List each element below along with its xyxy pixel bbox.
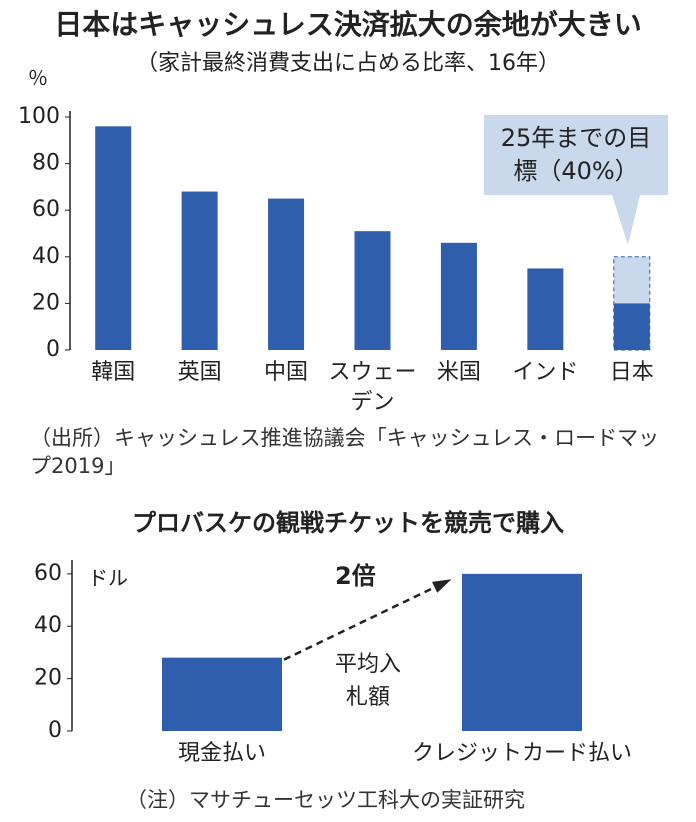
callout: [484, 115, 668, 245]
chart-title: プロバスケの観戦チケットを競売で購入: [132, 509, 564, 537]
chart-title: 日本はキャッシュレス決済拡大の余地が大きい: [54, 8, 642, 41]
y-tick-label: 40: [34, 613, 62, 638]
bar: [613, 303, 650, 350]
bar: [268, 198, 305, 350]
y-unit: ドル: [88, 566, 128, 590]
arrow-head: [432, 579, 452, 593]
x-tick-label: 韓国: [91, 360, 136, 385]
source: （出所）キャッシュレス推進協議会「キャッシュレス・ロードマップ2019」: [30, 426, 660, 478]
x-tick-label: 現金払い: [177, 741, 266, 766]
annotation: 平均入札額: [334, 652, 401, 710]
arrow: [283, 580, 447, 661]
bar: [354, 231, 391, 350]
y-tick-label: 100: [18, 104, 60, 129]
x-tick-label: 米国: [436, 360, 481, 385]
y-tick-label: 60: [34, 561, 62, 586]
bar: [95, 126, 132, 350]
y-tick-label: 60: [32, 197, 60, 222]
annotation: 25年までの目標（40%）: [500, 124, 652, 185]
multiplier: 2倍: [335, 562, 376, 590]
y-tick-label: 20: [32, 290, 60, 315]
note: （注）マサチューセッツ工科大の実証研究: [126, 788, 525, 812]
chart-subtitle: （家計最終消費支出に占める比率、16年）: [136, 51, 560, 76]
x-tick-label: インド: [512, 360, 579, 385]
y-tick-label: 0: [48, 718, 62, 743]
bar: [527, 268, 564, 350]
y-tick-label: 20: [34, 666, 62, 691]
x-tick-label: 日本: [609, 360, 654, 385]
bar: [462, 573, 582, 731]
bar: [440, 242, 477, 350]
y-tick-label: 0: [46, 337, 60, 362]
y-tick-label: 40: [32, 244, 60, 269]
bar: [181, 191, 218, 350]
x-tick-label: 英国: [177, 360, 222, 385]
bar: [162, 657, 282, 731]
y-unit: ％: [28, 66, 48, 90]
x-tick-label: 中国: [264, 360, 309, 385]
x-tick-label: スウェーデン: [328, 360, 417, 415]
y-tick-label: 80: [32, 151, 60, 176]
x-tick-label: クレジットカード払い: [411, 741, 632, 766]
